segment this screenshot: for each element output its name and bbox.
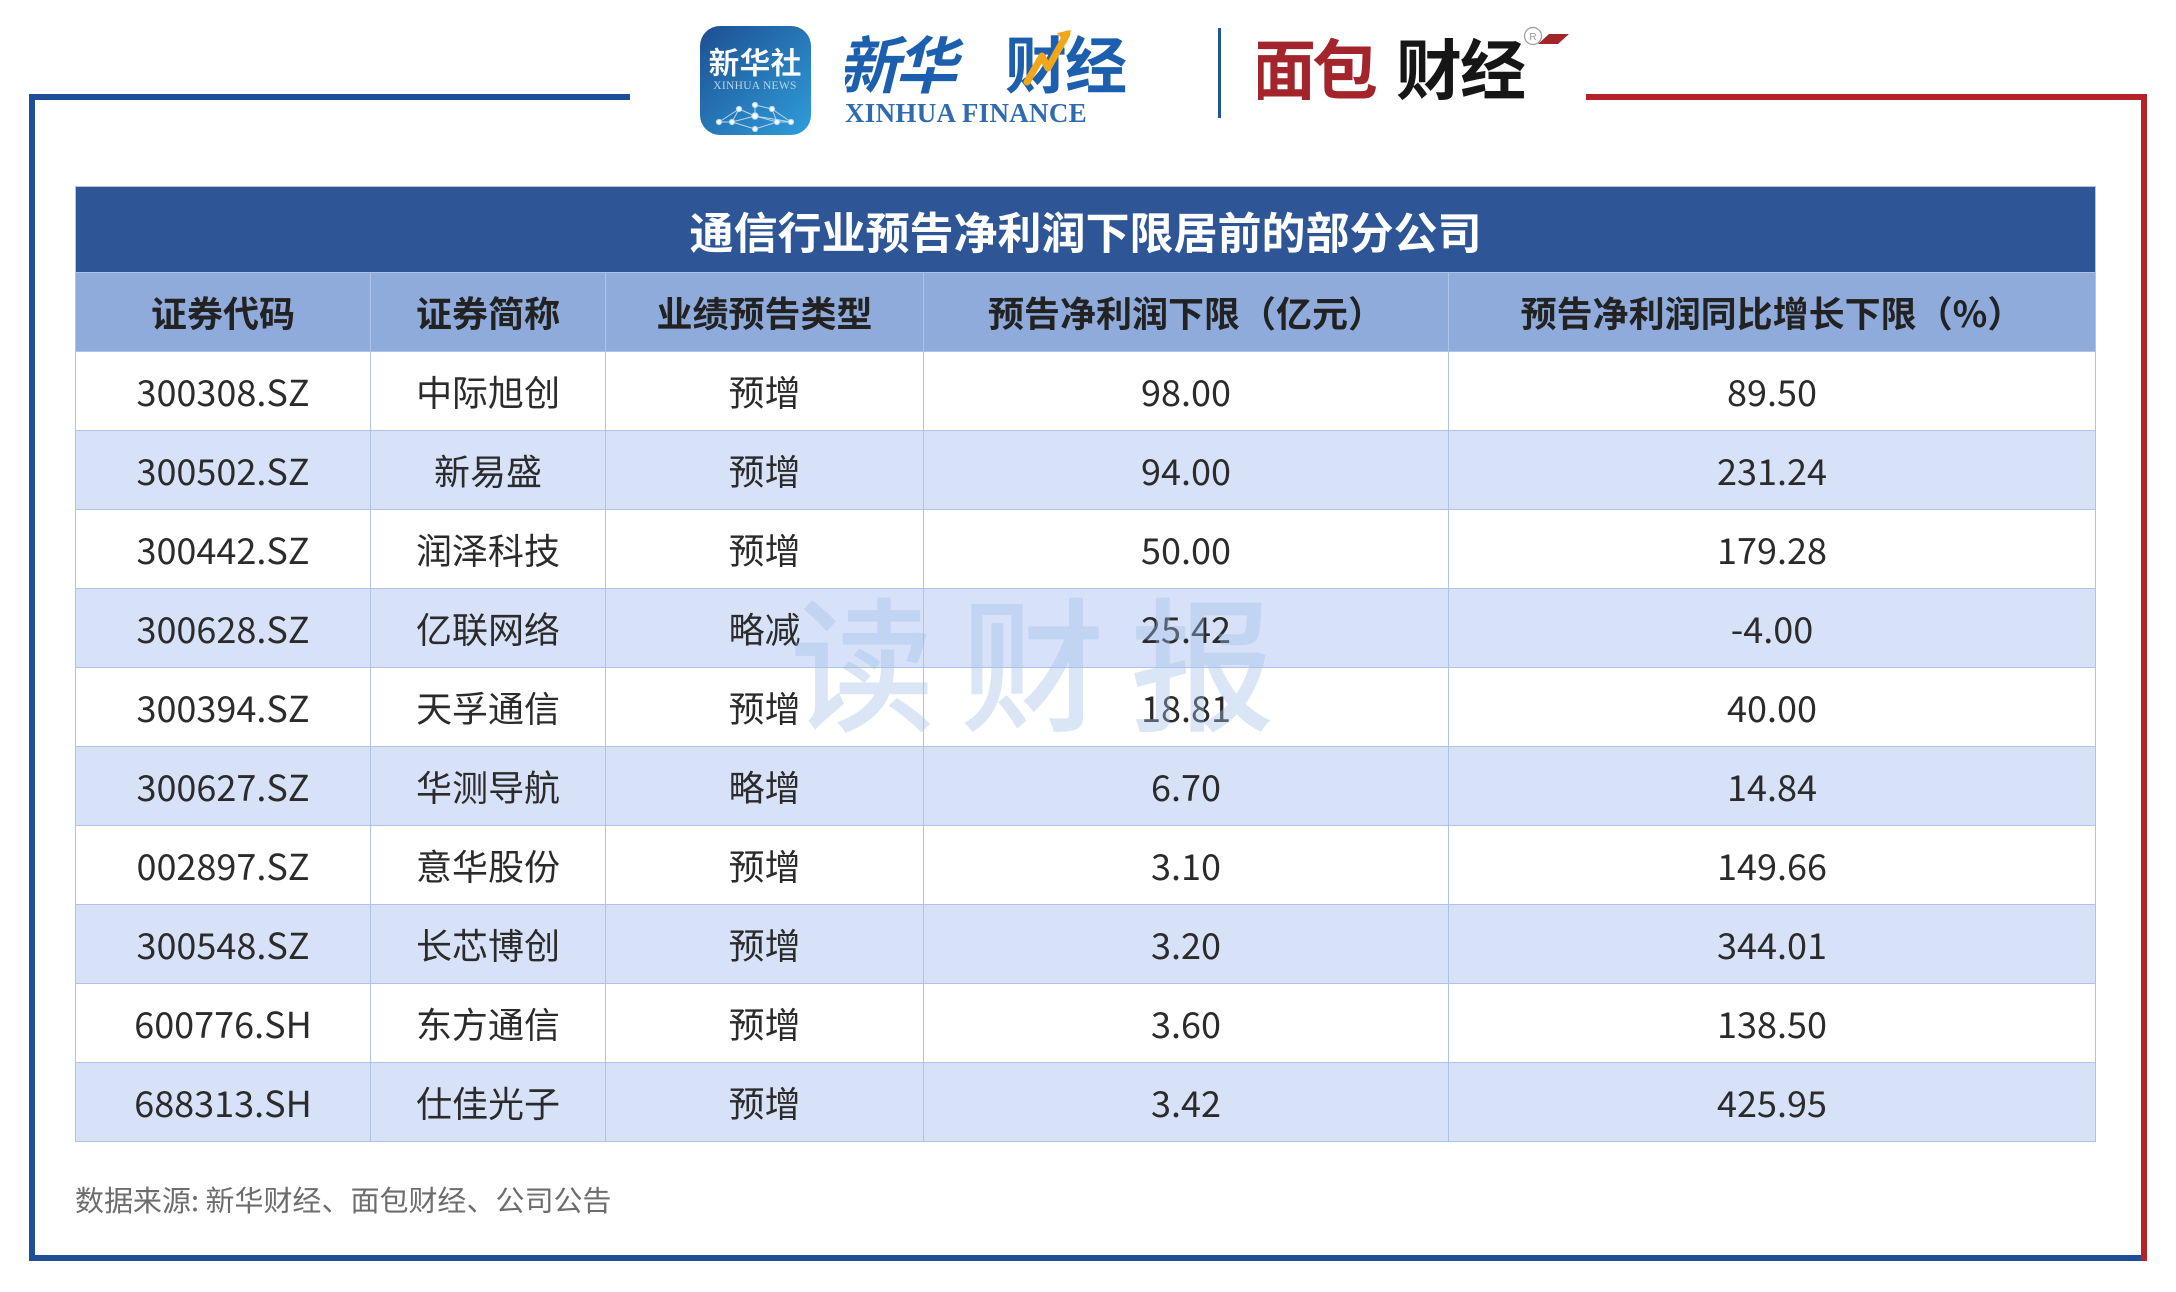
svg-text:R: R xyxy=(1529,32,1536,43)
svg-text:财经: 财经 xyxy=(1396,20,1526,114)
svg-text:面包: 面包 xyxy=(1258,20,1376,114)
svg-text:新华社: 新华社 xyxy=(709,38,802,83)
svg-text:XINHUA NEWS: XINHUA NEWS xyxy=(713,80,796,92)
svg-text:新华: 新华 xyxy=(845,18,964,106)
svg-text:XINHUA FINANCE: XINHUA FINANCE xyxy=(845,98,1087,128)
